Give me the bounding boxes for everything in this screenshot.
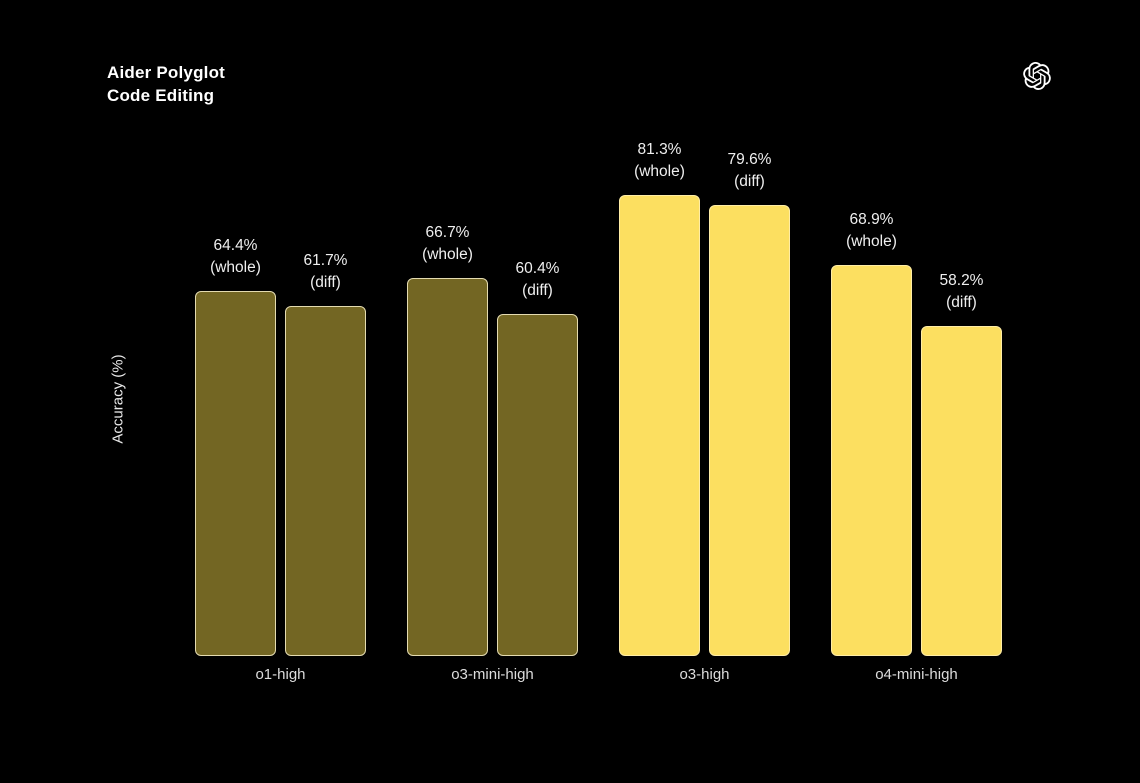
openai-logo-icon (1023, 62, 1051, 90)
bar-o3-high-diff (709, 204, 790, 656)
bar-group-o4-mini-high: 68.9% (whole) 58.2% (diff) (831, 89, 1002, 656)
bar-value-kind: (whole) (634, 163, 685, 181)
bar-value-kind: (whole) (210, 258, 261, 276)
bar-wrap-o3-mini-high-diff: 60.4% (diff) (497, 89, 578, 656)
x-axis-label-o3-high: o3-high (679, 666, 730, 683)
bar-wrap-o4-mini-high-whole: 68.9% (whole) (831, 89, 912, 656)
bar-value-percent: 79.6% (727, 150, 772, 168)
bar-group-o3-high: 81.3% (whole) 79.6% (diff) (619, 89, 790, 656)
x-axis-label-o1-high: o1-high (255, 666, 306, 683)
bar-o3-mini-high-diff (497, 313, 578, 656)
chart-title: Aider Polyglot Code Editing (107, 61, 225, 107)
bar-o4-mini-high-diff (921, 326, 1002, 656)
bar-group-o1-high: 64.4% (whole) 61.7% (diff) (195, 89, 366, 656)
bar-o3-mini-high-whole (407, 277, 488, 656)
bar-value-kind: (whole) (846, 233, 897, 251)
x-axis-label-o4-mini-high: o4-mini-high (875, 666, 958, 683)
bar-wrap-o3-mini-high-whole: 66.7% (whole) (407, 89, 488, 656)
bar-group-o3-mini-high: 66.7% (whole) 60.4% (diff) (407, 89, 578, 656)
bar-o3-high-whole (619, 195, 700, 656)
chart-title-line1: Aider Polyglot (107, 63, 226, 82)
bar-value-percent: 61.7% (303, 252, 348, 270)
bar-wrap-o1-high-diff: 61.7% (diff) (285, 89, 366, 656)
bar-value-label: 68.9% (whole) (846, 209, 897, 253)
bar-value-percent: 81.3% (637, 141, 682, 159)
bar-o4-mini-high-whole (831, 265, 912, 656)
bar-wrap-o1-high-whole: 64.4% (whole) (195, 89, 276, 656)
bar-value-percent: 64.4% (213, 236, 258, 254)
bar-value-label: 81.3% (whole) (634, 139, 685, 183)
bar-value-kind: (diff) (734, 172, 765, 190)
x-axis-label-o3-mini-high: o3-mini-high (451, 666, 534, 683)
plot-area: 64.4% (whole) 61.7% (diff) 66.7% (whole) 60.4%… (195, 89, 1002, 656)
x-axis-labels: o1-high o3-mini-high o3-high o4-mini-high (195, 666, 1002, 683)
bar-value-label: 79.6% (diff) (728, 149, 772, 193)
bar-value-percent: 60.4% (515, 259, 560, 277)
chart-title-line2: Code Editing (107, 86, 215, 105)
bar-wrap-o3-high-diff: 79.6% (diff) (709, 89, 790, 656)
bar-wrap-o4-mini-high-diff: 58.2% (diff) (921, 89, 1002, 656)
bar-value-percent: 68.9% (849, 211, 894, 229)
bar-value-kind: (diff) (522, 281, 553, 299)
bar-value-label: 66.7% (whole) (422, 222, 473, 266)
bar-value-label: 58.2% (diff) (940, 270, 984, 314)
bar-value-percent: 58.2% (939, 272, 984, 290)
bar-value-label: 60.4% (diff) (516, 258, 560, 302)
bar-value-kind: (diff) (310, 274, 341, 292)
y-axis-label: Accuracy (%) (109, 354, 127, 444)
bar-wrap-o3-high-whole: 81.3% (whole) (619, 89, 700, 656)
bar-o1-high-whole (195, 290, 276, 656)
bar-value-label: 64.4% (whole) (210, 235, 261, 279)
bar-value-kind: (diff) (946, 294, 977, 312)
bar-o1-high-diff (285, 306, 366, 656)
bar-value-kind: (whole) (422, 245, 473, 263)
bar-value-label: 61.7% (diff) (304, 250, 348, 294)
bar-value-percent: 66.7% (425, 223, 470, 241)
